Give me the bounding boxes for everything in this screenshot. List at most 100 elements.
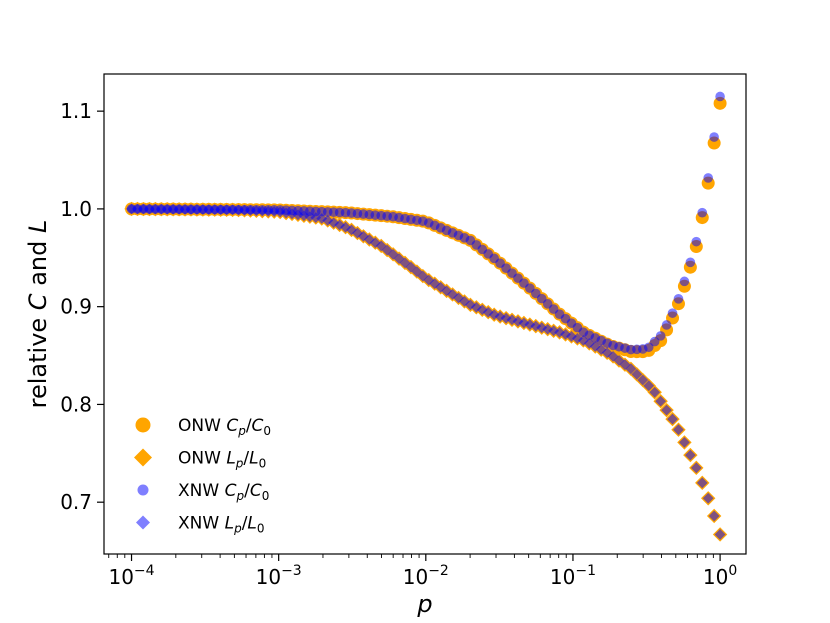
- y-axis-label-l: L: [24, 220, 52, 233]
- legend-label-part: L: [225, 514, 234, 534]
- data-point: [637, 374, 649, 386]
- data-point: [661, 404, 672, 416]
- legend-label-part: L: [247, 514, 256, 534]
- legend-label: ONW Lp/L0: [178, 449, 266, 471]
- legend-label: XNW Cp/C0: [178, 481, 269, 503]
- x-tick-base: 10: [403, 565, 428, 589]
- y-axis: 0.7 0.8 0.9 1.0 1.1: [60, 99, 104, 514]
- y-axis-label: relative C and L: [24, 220, 52, 409]
- legend-label-part: C: [250, 481, 262, 501]
- x-tick-exponent: 0: [728, 563, 737, 579]
- x-tick-label: 10−3: [256, 563, 302, 589]
- legend-marker: [134, 448, 152, 467]
- y-tick-label: 1.1: [60, 99, 92, 123]
- data-point: [643, 342, 654, 353]
- data-point: [643, 380, 655, 392]
- legend-label-part: C: [252, 416, 264, 436]
- data-point: [661, 320, 672, 330]
- legend-label-part: /: [246, 416, 252, 436]
- data-point: [696, 477, 708, 489]
- y-axis-label-pre: relative: [24, 310, 52, 408]
- legend-label-part: XNW: [178, 481, 225, 501]
- legend-label-part: 0: [262, 489, 270, 503]
- x-tick-exponent: −1: [575, 563, 596, 579]
- data-point: [649, 336, 660, 347]
- legend-label-part: C: [225, 481, 237, 501]
- x-tick-base: 10: [703, 565, 728, 589]
- legend-label-part: C: [226, 416, 238, 436]
- x-axis: 10−4 10−3 10−2 10−1 100: [108, 554, 737, 589]
- y-axis-label-c: C: [24, 293, 52, 310]
- series-xnw-cp-c0: [126, 91, 725, 355]
- data-point: [715, 91, 725, 102]
- data-point: [709, 132, 719, 142]
- legend-label-part: p: [235, 489, 244, 503]
- legend-label-part: XNW: [178, 514, 225, 534]
- y-tick-label: 0.9: [60, 295, 92, 319]
- data-point: [685, 257, 696, 268]
- data-point: [713, 96, 727, 110]
- x-tick-label: 10−1: [550, 563, 596, 589]
- data-point: [673, 424, 684, 436]
- data-point: [714, 529, 726, 540]
- legend-label: XNW Lp/L0: [178, 514, 265, 536]
- data-point: [649, 386, 661, 398]
- y-tick-label: 1.0: [60, 197, 92, 221]
- legend-label-part: 0: [257, 522, 265, 536]
- data-point: [697, 207, 708, 218]
- data-point: [482, 306, 494, 318]
- data-point: [673, 294, 684, 304]
- data-point: [488, 309, 500, 321]
- data-point: [655, 331, 666, 341]
- x-axis-label: p: [416, 590, 432, 618]
- legend-label-part: 0: [259, 457, 267, 471]
- x-tick-label: 100: [703, 563, 737, 589]
- x-tick-base: 10: [108, 565, 133, 589]
- x-tick-exponent: −4: [134, 563, 155, 579]
- data-point: [690, 462, 702, 474]
- data-point: [655, 395, 667, 407]
- legend-label-part: p: [235, 457, 244, 471]
- y-tick-label: 0.7: [60, 490, 92, 514]
- y-tick-label: 0.8: [60, 392, 92, 416]
- x-tick-exponent: −3: [281, 563, 302, 579]
- data-point: [667, 308, 678, 318]
- data-point: [625, 363, 637, 375]
- legend-label-part: /: [243, 449, 249, 469]
- legend-label-part: 0: [263, 424, 271, 438]
- legend-label-part: L: [249, 449, 258, 469]
- legend-label-part: p: [237, 424, 246, 438]
- legend-label-part: ONW: [178, 449, 226, 469]
- legend-marker: [135, 417, 151, 433]
- data-point: [708, 510, 720, 522]
- data-point: [667, 413, 678, 425]
- legend-marker: [137, 484, 149, 496]
- x-tick-exponent: −2: [428, 563, 449, 579]
- legend-label: ONW Cp/C0: [178, 416, 271, 438]
- legend-label-part: p: [233, 522, 242, 536]
- y-axis-label-mid: and: [24, 233, 52, 293]
- x-tick-base: 10: [550, 565, 575, 589]
- legend-label-part: /: [242, 514, 248, 534]
- x-tick-label: 10−4: [108, 563, 154, 589]
- data-point: [476, 304, 488, 316]
- data-point: [500, 312, 512, 324]
- legend-label-part: L: [226, 449, 235, 469]
- legend-marker: [136, 515, 150, 530]
- x-tick-label: 10−2: [403, 563, 449, 589]
- data-point: [684, 449, 696, 461]
- legend-label-part: ONW: [178, 416, 226, 436]
- data-points: [124, 91, 728, 542]
- data-point: [702, 492, 714, 504]
- data-point: [679, 276, 690, 287]
- data-point: [691, 236, 702, 247]
- legend-label-part: /: [244, 481, 250, 501]
- data-point: [631, 368, 643, 380]
- plot-frame: [103, 73, 747, 555]
- data-point: [703, 173, 713, 183]
- data-point: [679, 437, 690, 448]
- x-tick-base: 10: [256, 565, 281, 589]
